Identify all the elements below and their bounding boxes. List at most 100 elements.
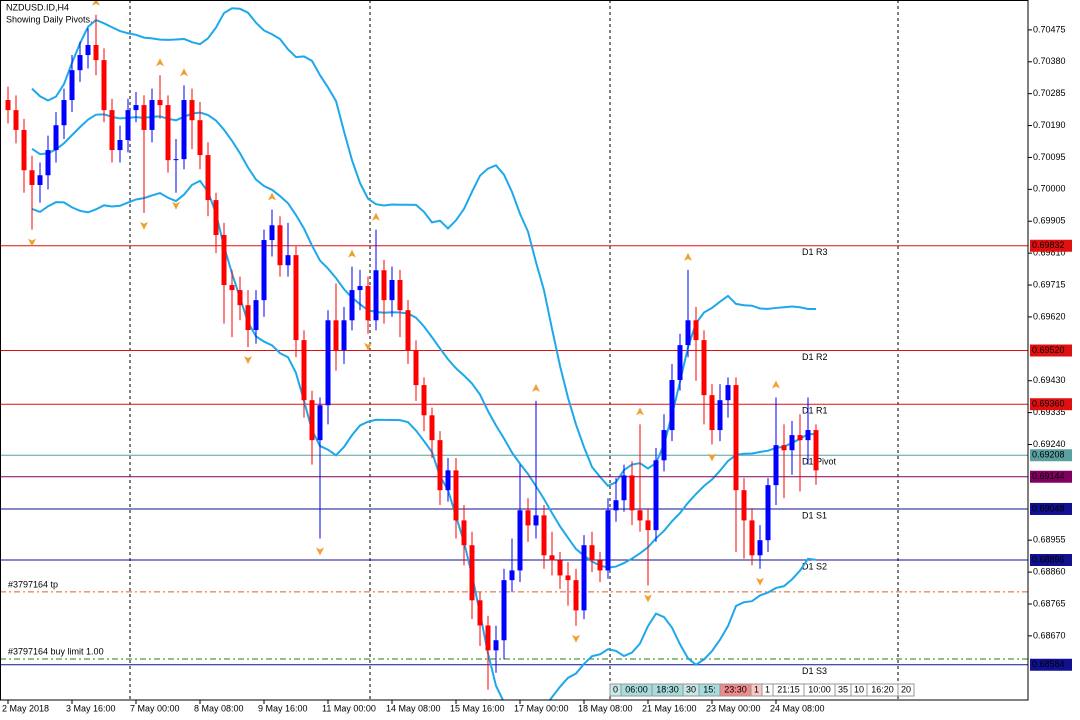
candle-body bbox=[781, 445, 787, 451]
price-box bbox=[1030, 554, 1072, 566]
candle-body bbox=[349, 290, 355, 321]
y-tick-label: 0.68670 bbox=[1033, 630, 1066, 640]
candle-body bbox=[61, 100, 67, 126]
fractal-down bbox=[756, 577, 764, 586]
candle-body bbox=[205, 155, 211, 201]
y-tick-label: 0.70380 bbox=[1033, 56, 1066, 66]
fractal-down bbox=[572, 634, 580, 643]
candle-body bbox=[85, 44, 91, 56]
candle-body bbox=[389, 280, 395, 301]
time-box-label: 23:30 bbox=[724, 684, 747, 694]
candle-body bbox=[157, 100, 163, 106]
pivot-name: D1 R3 bbox=[802, 247, 828, 257]
candle-body bbox=[237, 290, 243, 306]
price-box bbox=[1030, 470, 1072, 483]
y-tick-label: 0.69335 bbox=[1033, 407, 1066, 417]
price-box-label: 0.69520 bbox=[1032, 345, 1065, 355]
candle-body bbox=[141, 105, 147, 130]
candle-body bbox=[717, 400, 723, 431]
candle-body bbox=[357, 286, 363, 291]
candle-body bbox=[597, 560, 603, 571]
pivot-name: D1 S1 bbox=[802, 510, 827, 520]
y-tick-label: 0.70475 bbox=[1033, 24, 1066, 34]
candle-body bbox=[541, 515, 547, 556]
band-middle bbox=[31, 111, 817, 569]
x-tick-label: 2 May 2018 bbox=[2, 703, 49, 713]
price-box-label: 0.69048 bbox=[1032, 503, 1065, 513]
candle-body bbox=[677, 345, 683, 381]
candle-body bbox=[709, 395, 715, 431]
candle-body bbox=[493, 640, 499, 651]
candle-body bbox=[181, 100, 187, 160]
candle-body bbox=[429, 415, 435, 441]
pivot-name: D1 S3 bbox=[802, 666, 827, 676]
period-separators bbox=[129, 0, 899, 700]
candle-body bbox=[133, 105, 139, 111]
fractal-up bbox=[92, 0, 100, 6]
x-tick-label: 18 May 08:00 bbox=[578, 703, 633, 713]
y-tick-label: 0.69240 bbox=[1033, 439, 1066, 449]
candle-body bbox=[629, 475, 635, 511]
candle-body bbox=[509, 570, 515, 581]
y-tick-label: 0.70000 bbox=[1033, 184, 1066, 194]
candle-body bbox=[565, 575, 571, 581]
candle-body bbox=[253, 300, 259, 331]
candle-body bbox=[117, 140, 123, 151]
time-box-label: 10 bbox=[854, 684, 864, 694]
candle-body bbox=[789, 435, 795, 451]
x-tick-label: 3 May 16:00 bbox=[66, 703, 116, 713]
band-lower bbox=[31, 179, 817, 700]
candle-body bbox=[581, 545, 587, 611]
candle-body bbox=[365, 286, 371, 321]
candle-body bbox=[749, 520, 755, 556]
candle-body bbox=[805, 430, 811, 441]
chart-subtitle: Showing Daily Pivots. bbox=[6, 14, 93, 24]
candle-body bbox=[45, 150, 51, 176]
fractal-down bbox=[708, 453, 716, 462]
candle-body bbox=[37, 175, 43, 185]
band-upper bbox=[31, 7, 817, 488]
y-tick-label: 0.70190 bbox=[1033, 120, 1066, 130]
candle-body bbox=[285, 255, 291, 266]
candle-body bbox=[221, 235, 227, 286]
time-box-label: 20 bbox=[901, 684, 911, 694]
fractal-up bbox=[180, 68, 188, 77]
x-tick-label: 17 May 00:00 bbox=[514, 703, 569, 713]
x-tick-label: 21 May 16:00 bbox=[642, 703, 697, 713]
candle-body bbox=[397, 280, 403, 311]
time-box-label: 0 bbox=[613, 684, 618, 694]
price-box-label: 0.69360 bbox=[1032, 399, 1065, 409]
candle-body bbox=[125, 110, 131, 140]
plot-frame bbox=[0, 0, 1029, 701]
y-tick-label: 0.69715 bbox=[1033, 279, 1066, 289]
fractal-up bbox=[156, 58, 164, 67]
candle-body bbox=[645, 520, 651, 531]
candle-body bbox=[765, 485, 771, 541]
fractal-up bbox=[532, 383, 540, 392]
candle-body bbox=[101, 60, 107, 111]
price-box-label: 0.68584 bbox=[1032, 659, 1065, 669]
fractal-up bbox=[684, 252, 692, 261]
candle-body bbox=[293, 255, 299, 341]
price-box bbox=[1030, 344, 1072, 357]
time-box-label: 1 bbox=[765, 684, 770, 694]
plot-area: D1 R3 D1 R2 D1 R1 D1 Pivot D1 S1 D1 S2 D1 S3 #3… bbox=[0, 0, 1028, 700]
candle-body bbox=[533, 515, 539, 526]
pivot-name: D1 R2 bbox=[802, 352, 828, 362]
candle-body bbox=[613, 500, 619, 511]
candle-body bbox=[13, 110, 19, 130]
candle-body bbox=[453, 470, 459, 521]
candle-body bbox=[637, 510, 643, 521]
fractal-up bbox=[348, 249, 356, 258]
order-label: #3797164 buy limit 1.00 bbox=[8, 646, 104, 656]
candle-body bbox=[469, 545, 475, 601]
fractal-down bbox=[644, 594, 652, 603]
price-box bbox=[1030, 502, 1072, 515]
candle-body bbox=[277, 225, 283, 266]
candle-body bbox=[501, 580, 507, 641]
candle-body bbox=[669, 380, 675, 431]
x-tick-label: 7 May 00:00 bbox=[130, 703, 180, 713]
candle-body bbox=[517, 510, 523, 571]
candle-body bbox=[421, 385, 427, 416]
